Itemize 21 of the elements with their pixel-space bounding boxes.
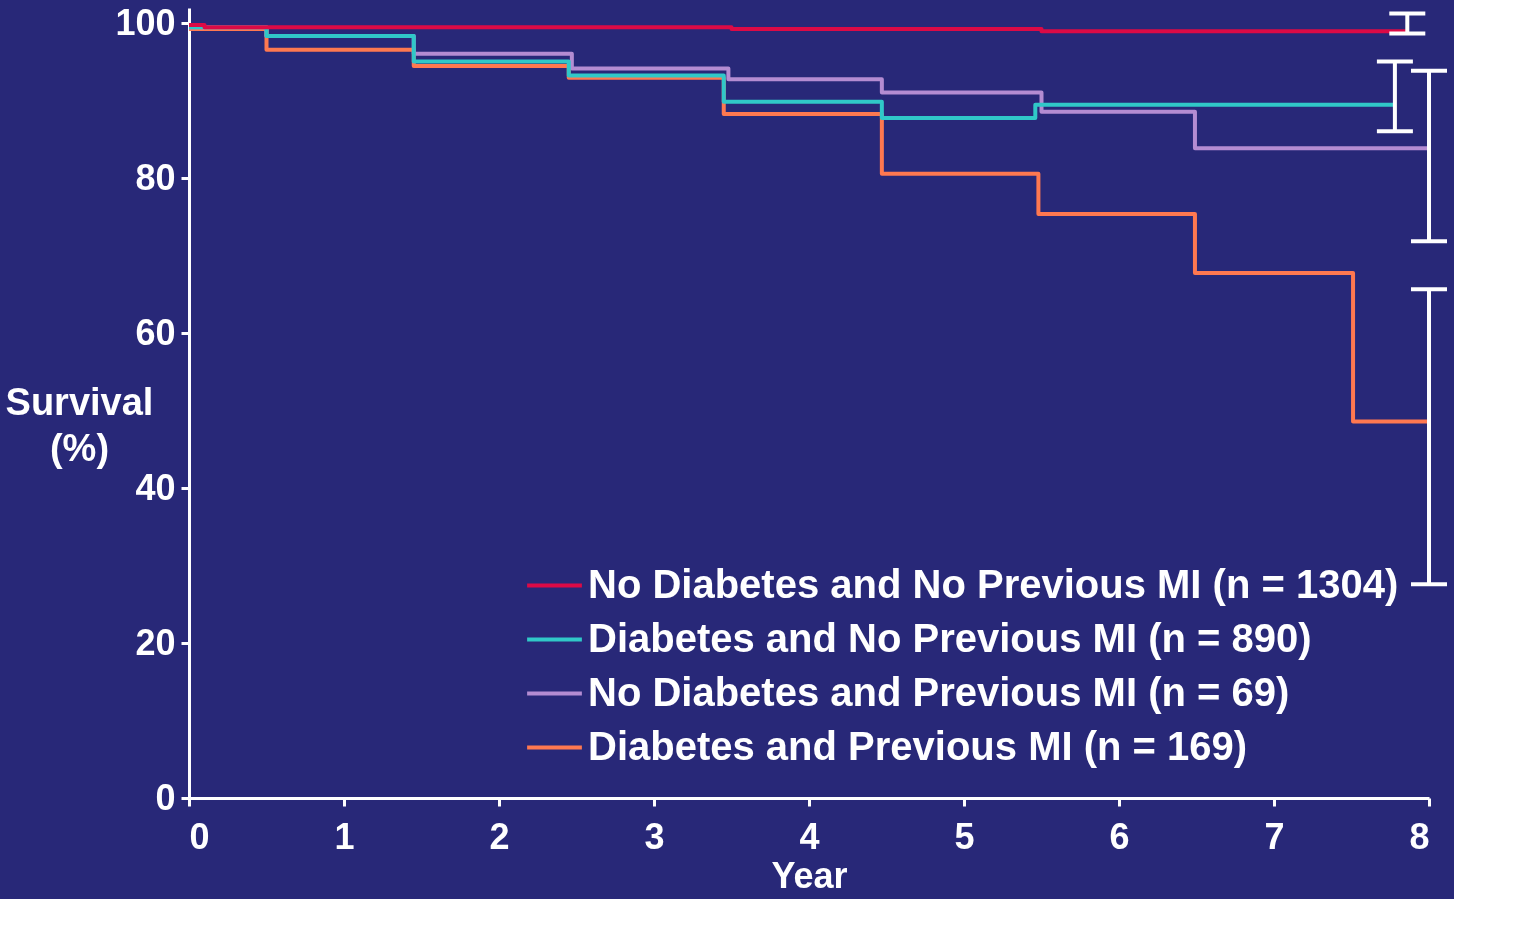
- y-tick-label: 80: [135, 156, 176, 198]
- legend-label: No Diabetes and No Previous MI (n = 1304): [588, 561, 1399, 606]
- x-tick-label: 3: [644, 815, 665, 857]
- x-tick-label: 0: [189, 815, 210, 857]
- x-tick-label: 4: [799, 815, 820, 857]
- y-axis-title: Survival (%): [5, 380, 154, 469]
- x-tick-label: 1: [334, 815, 355, 857]
- x-tick-label: 7: [1264, 815, 1285, 857]
- legend-label: No Diabetes and Previous MI (n = 69): [588, 669, 1290, 714]
- x-tick-label: 2: [489, 815, 510, 857]
- x-tick-label: 8: [1409, 815, 1430, 857]
- x-axis-title: Year: [771, 854, 848, 896]
- y-tick-label: 0: [155, 776, 176, 818]
- y-tick-label: 20: [135, 621, 176, 663]
- x-tick-label: 6: [1109, 815, 1130, 857]
- y-tick-label: 100: [115, 1, 176, 43]
- y-tick-label: 60: [135, 311, 176, 353]
- legend-label: Diabetes and Previous MI (n = 169): [588, 723, 1248, 768]
- x-tick-label: 5: [954, 815, 975, 857]
- y-tick-label: 40: [135, 466, 176, 508]
- legend-label: Diabetes and No Previous MI (n = 890): [588, 615, 1312, 660]
